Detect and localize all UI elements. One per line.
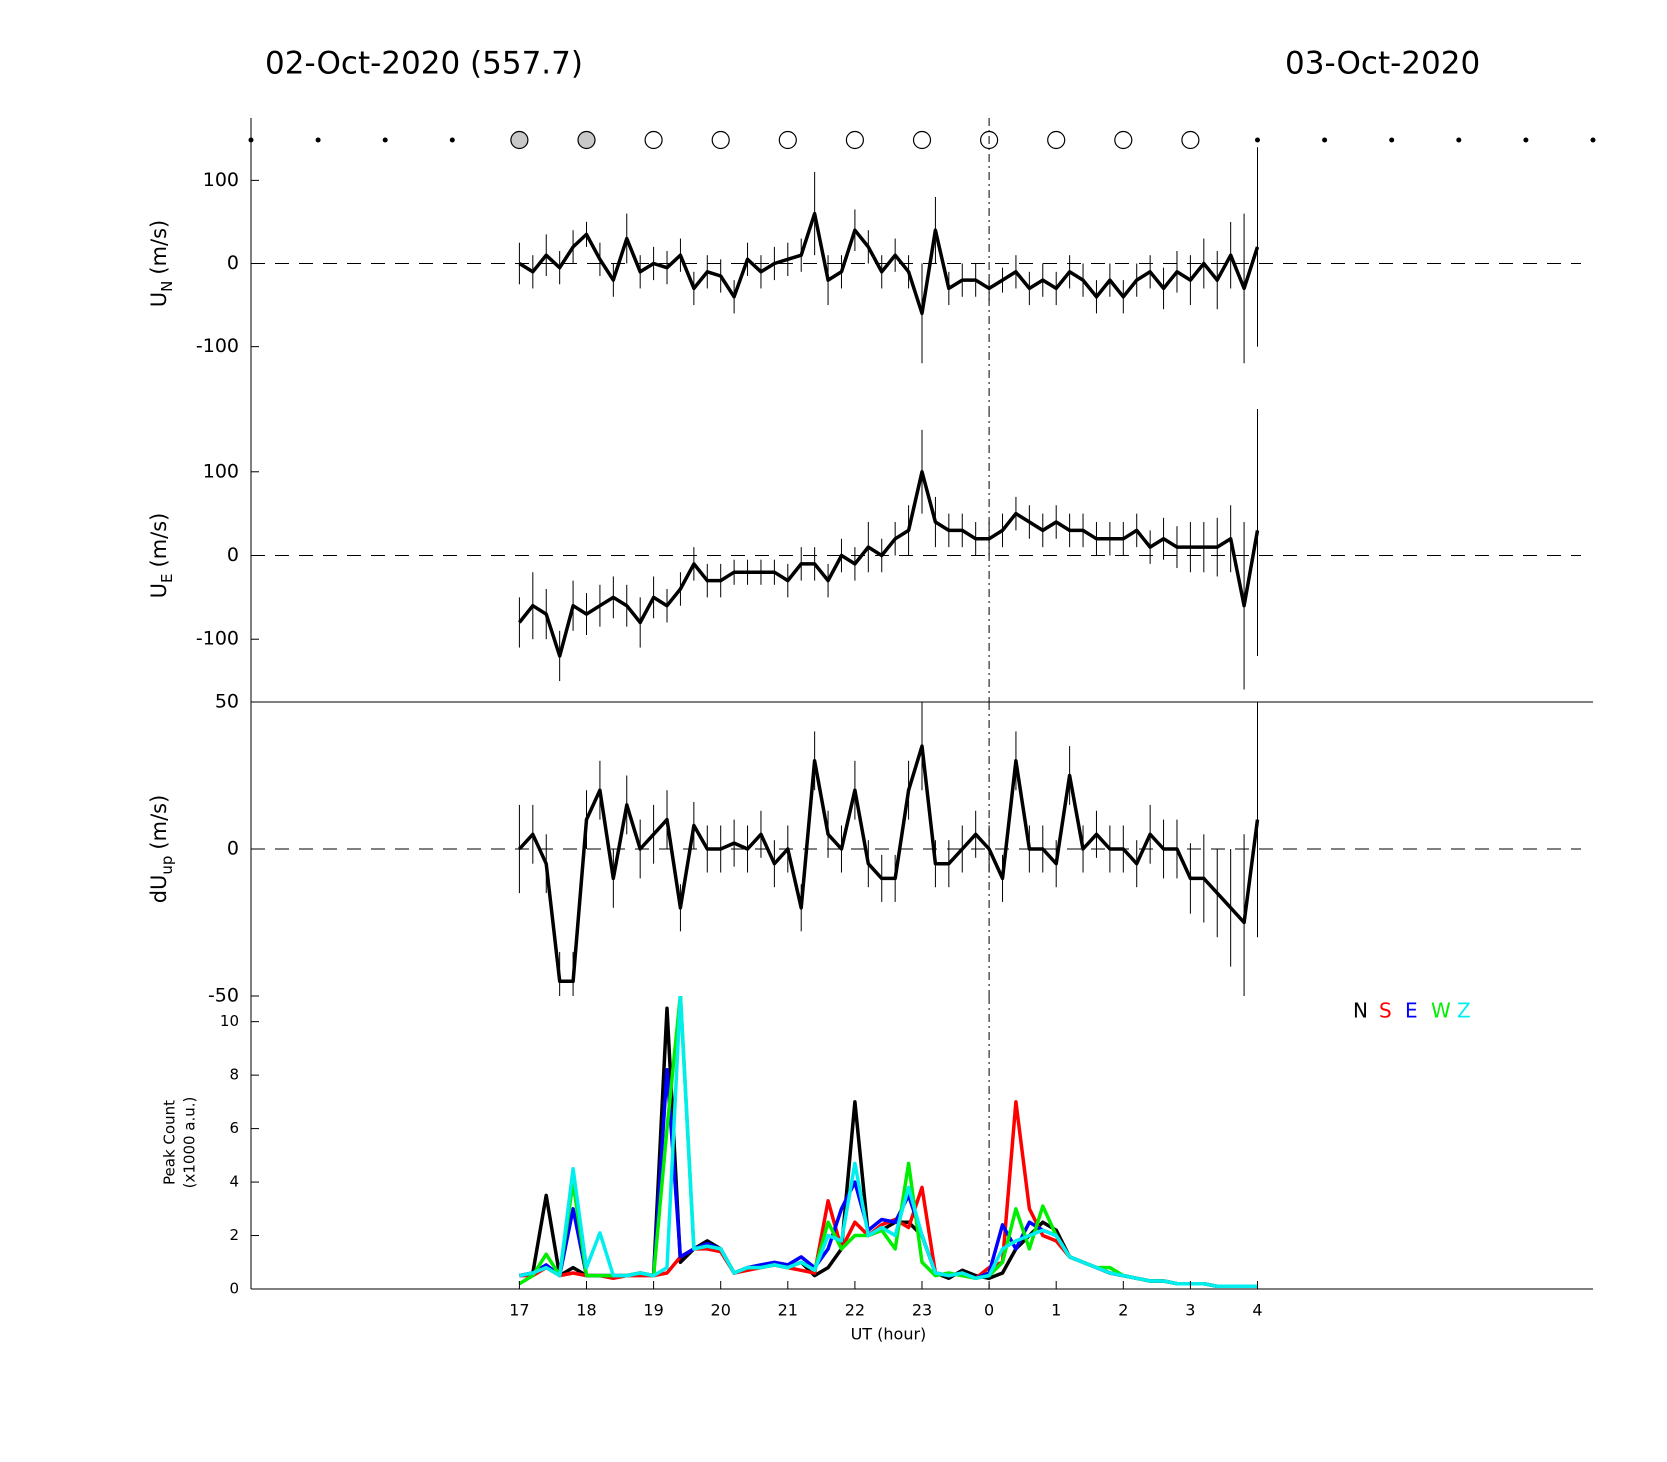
legend-entry: E — [1405, 999, 1418, 1023]
y-tick-label: -100 — [196, 628, 239, 650]
sky-dot — [382, 137, 388, 143]
sky-dot — [1255, 137, 1260, 143]
date-title-left: 02-Oct-2020 (557.7) — [265, 46, 583, 82]
data-line — [518, 211, 1260, 316]
sky-circle — [1181, 130, 1200, 150]
x-tick-label: 2 — [1118, 1301, 1128, 1320]
legend-entry: Z — [1457, 999, 1471, 1023]
y-tick-label: 0 — [229, 1280, 239, 1298]
x-tick-label: 3 — [1185, 1301, 1195, 1320]
sky-dot — [449, 137, 455, 143]
y-tick-label: 8 — [229, 1066, 239, 1084]
data-line — [519, 1068, 1258, 1289]
y-label-sub: E — [158, 574, 176, 583]
x-tick-label: 1 — [1051, 1301, 1061, 1320]
date-title-right: 03-Oct-2020 — [1285, 46, 1480, 82]
y-tick-label: 100 — [203, 460, 239, 482]
y-tick-label: 100 — [203, 169, 239, 191]
y-axis-label: dUup (m/s) — [147, 795, 176, 904]
y-label-main: U — [147, 292, 171, 307]
sky-dot — [1389, 137, 1395, 143]
sky-circle — [577, 130, 596, 150]
x-tick-label: 22 — [845, 1301, 865, 1320]
data-line — [518, 470, 1260, 658]
data-line — [518, 744, 1260, 984]
sky-circle — [1114, 130, 1133, 150]
y-tick-label: 0 — [227, 252, 239, 274]
x-tick-label: 18 — [576, 1301, 596, 1320]
x-tick-label: 17 — [509, 1301, 529, 1320]
y-tick-label: 0 — [227, 838, 239, 860]
sky-circle — [711, 130, 730, 150]
data-line — [518, 996, 1258, 1289]
y-axis-label: UE (m/s) — [147, 513, 176, 599]
y-label-main: U — [147, 583, 171, 598]
x-tick-label: 21 — [778, 1301, 798, 1320]
x-axis-label: UT (hour) — [851, 1325, 927, 1344]
sky-circle — [778, 130, 797, 150]
y-label-unit: (m/s) — [147, 220, 171, 275]
x-tick-label: 20 — [711, 1301, 731, 1320]
sky-circle — [845, 130, 865, 150]
sky-circle — [912, 130, 932, 150]
x-tick-label: 23 — [912, 1301, 932, 1320]
x-tick-label: 4 — [1252, 1301, 1262, 1320]
data-line — [519, 996, 1258, 1289]
y-tick-label: 2 — [229, 1226, 239, 1244]
sky-dot — [1322, 137, 1328, 143]
y-label-sub: N — [158, 281, 176, 292]
y-tick-label: 10 — [220, 1012, 239, 1030]
y-label-main: dU — [147, 875, 171, 904]
x-tick-label: 0 — [984, 1301, 994, 1320]
legend-entry: N — [1353, 999, 1368, 1023]
sky-dot — [1456, 137, 1462, 143]
y-axis-label: (x1000 a.u.) — [181, 1097, 199, 1189]
data-line — [519, 1100, 1258, 1289]
sky-circle — [1047, 130, 1066, 150]
y-label-sub: up — [158, 856, 176, 875]
sky-dot — [315, 137, 321, 143]
y-tick-label: -50 — [208, 985, 239, 1007]
y-tick-label: -100 — [196, 335, 239, 357]
sky-markers — [248, 130, 1596, 150]
sky-circle — [510, 130, 529, 150]
y-axis-label: UN (m/s) — [147, 220, 176, 307]
data-line — [519, 1006, 1258, 1289]
y-tick-label: 50 — [215, 691, 239, 713]
sky-circle — [644, 130, 663, 150]
y-tick-label: 0 — [227, 544, 239, 566]
sky-dot — [1590, 137, 1596, 143]
y-label-unit: (m/s) — [147, 795, 171, 850]
x-tick-label: 19 — [643, 1301, 663, 1320]
y-axis-label: Peak Count — [161, 1100, 179, 1185]
y-tick-label: 4 — [229, 1173, 239, 1191]
legend-entry: S — [1379, 999, 1392, 1023]
sky-dot — [1523, 137, 1529, 143]
y-tick-label: 6 — [229, 1119, 239, 1137]
y-label-unit: (m/s) — [147, 513, 171, 568]
legend-entry: W — [1431, 999, 1451, 1023]
